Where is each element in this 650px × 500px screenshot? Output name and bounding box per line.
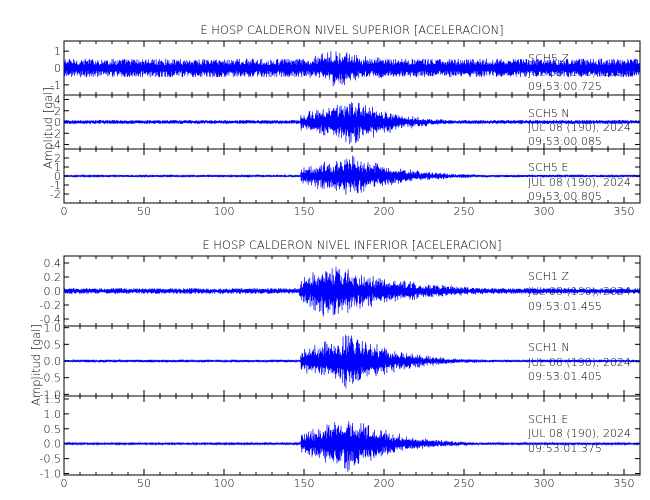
y-tick-label: -1.0 [40, 468, 61, 481]
time-label: 09:53:01.455 [528, 300, 602, 313]
x-tick-label: 200 [374, 477, 395, 490]
y-tick-label: 1 [54, 45, 61, 58]
x-tick-label: 50 [137, 477, 151, 490]
bottom-chart-title: E HOSP CALDERON NIVEL INFERIOR [ACELERAC… [202, 238, 501, 252]
x-tick-label: 150 [294, 477, 315, 490]
y-tick-label: 0.5 [44, 423, 62, 436]
y-tick-label: 4 [54, 94, 61, 107]
top-chart-title: E HOSP CALDERON NIVEL SUPERIOR [ACELERAC… [200, 23, 503, 37]
y-tick-label: 1 [54, 161, 61, 174]
station-label: SCH1 E [528, 413, 568, 426]
y-tick-label: -0.4 [40, 313, 61, 326]
time-label: 09:53:00.805 [528, 190, 602, 203]
y-tick-label: 0.0 [44, 355, 62, 368]
x-tick-label: 200 [374, 205, 395, 218]
waveform-trace [64, 50, 640, 87]
x-tick-label: 100 [214, 205, 235, 218]
waveform-trace [64, 102, 640, 145]
y-tick-label: 0 [54, 62, 61, 75]
date-label: JUL 08 (190), 2024 [528, 176, 631, 189]
x-tick-label: 250 [454, 477, 475, 490]
time-label: 09:53:01.375 [528, 442, 602, 455]
time-label: 09:53:00.725 [528, 80, 602, 93]
y-tick-label: -1 [50, 179, 61, 192]
waveform-trace [64, 421, 640, 472]
y-tick-label: -0.5 [40, 453, 61, 466]
waveform-layer [64, 50, 640, 472]
bottom-y-axis-label: Amplitud [gal] [29, 324, 43, 406]
x-tick-label: 300 [534, 477, 555, 490]
time-label: 09:53:01.405 [528, 370, 602, 383]
x-tick-label: 50 [137, 205, 151, 218]
waveform-trace [64, 334, 640, 389]
x-tick-label: 0 [61, 205, 68, 218]
top-y-axis-label: Amplitud [gal] [41, 87, 55, 169]
x-tick-label: 350 [614, 205, 635, 218]
y-tick-label: 0 [54, 116, 61, 129]
bottom-channel-3: SCH1 E JUL 08 (190), 2024 09:53:01.375 [63, 395, 641, 476]
y-tick-label: 2 [54, 105, 61, 118]
x-tick-label: 0 [61, 477, 68, 490]
x-tick-label: 150 [294, 205, 315, 218]
y-tick-label: 0 [54, 170, 61, 183]
y-tick-label: 1.5 [44, 393, 62, 406]
y-tick-label: 0.2 [44, 271, 62, 284]
waveform-trace [64, 266, 640, 317]
x-tick-label: 300 [534, 205, 555, 218]
waveform-trace [64, 155, 640, 195]
y-tick-label: -1.0 [40, 388, 61, 401]
y-tick-label: 2 [54, 152, 61, 165]
y-tick-label: 0.5 [44, 338, 62, 351]
station-label: SCH1 N [528, 341, 570, 354]
y-tick-label: -0.2 [40, 299, 61, 312]
station-label: SCH1 Z [528, 270, 569, 283]
y-tick-label: 0.0 [44, 285, 62, 298]
time-label: 09:53:00.085 [528, 135, 602, 148]
y-tick-label: 0.4 [44, 257, 62, 270]
y-tick-label: 1.0 [44, 322, 62, 335]
y-tick-label: -2 [50, 127, 61, 140]
y-tick-label: 0.0 [44, 438, 62, 451]
x-tick-label: 250 [454, 205, 475, 218]
x-tick-label: 100 [214, 477, 235, 490]
date-label: JUL 08 (190), 2024 [528, 356, 631, 369]
y-tick-label: -4 [50, 139, 61, 152]
y-tick-label: 1.0 [44, 408, 62, 421]
y-tick-label: -2 [50, 188, 61, 201]
station-label: SCH5 E [528, 161, 568, 174]
y-tick-label: -1 [50, 79, 61, 92]
date-label: JUL 08 (190), 2024 [528, 121, 631, 134]
date-label: JUL 08 (190), 2024 [528, 427, 631, 440]
station-label: SCH5 N [528, 107, 570, 120]
x-tick-label: 350 [614, 477, 635, 490]
y-tick-label: -0.5 [40, 372, 61, 385]
